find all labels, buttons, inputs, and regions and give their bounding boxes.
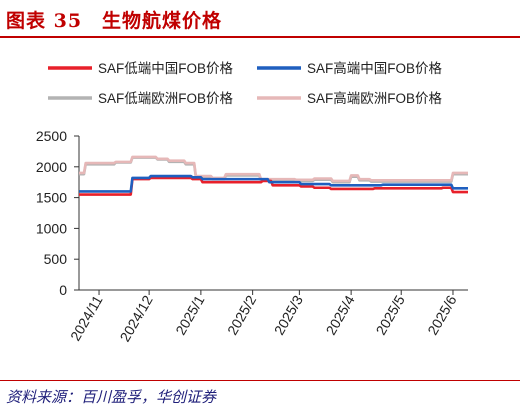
x-tick-label: 2025/1 [172,292,207,337]
figure-title: 图表 35 生物航煤价格 [6,10,223,32]
x-tick-label: 2025/6 [424,292,459,337]
title-divider [0,36,520,38]
chart-axes: 0 500 1000 1500 2000 2500 2024/11 2024/12 2025/1… [36,128,468,344]
y-tick-label: 2000 [36,159,67,175]
source-note: 资料来源：百川盈孚，华创证券 [6,388,217,406]
x-tick-label: 2025/3 [271,292,306,337]
y-tick-label: 0 [59,282,67,298]
y-tick-label: 2500 [36,128,67,144]
series-line [79,176,468,196]
legend-label: SAF低端中国FOB价格 [98,61,234,76]
x-tick-label: 2024/12 [117,292,156,344]
x-tick-label: 2025/2 [224,292,259,337]
price-line-chart: SAF低端中国FOB价格 SAF高端中国FOB价格 SAF低端欧洲FOB价格 SAF高… [36,60,468,344]
legend-label: SAF低端欧洲FOB价格 [98,91,234,106]
figure-header: 图表 35 生物航煤价格 [0,4,520,32]
chart-series [79,155,468,196]
x-tick-label: 2025/5 [373,292,408,337]
footer-divider [0,380,520,381]
y-tick-label: 1500 [36,190,67,206]
legend-label: SAF高端欧洲FOB价格 [307,90,443,106]
y-tick-label: 500 [44,251,68,267]
legend-label: SAF高端中国FOB价格 [307,60,443,76]
x-tick-label: 2024/11 [67,292,106,343]
series-line [79,155,468,183]
series-line [79,174,468,193]
y-tick-label: 1000 [36,220,67,236]
chart-legend: SAF低端中国FOB价格 SAF高端中国FOB价格 SAF低端欧洲FOB价格 SAF高… [48,60,443,106]
x-tick-label: 2025/4 [322,292,357,337]
